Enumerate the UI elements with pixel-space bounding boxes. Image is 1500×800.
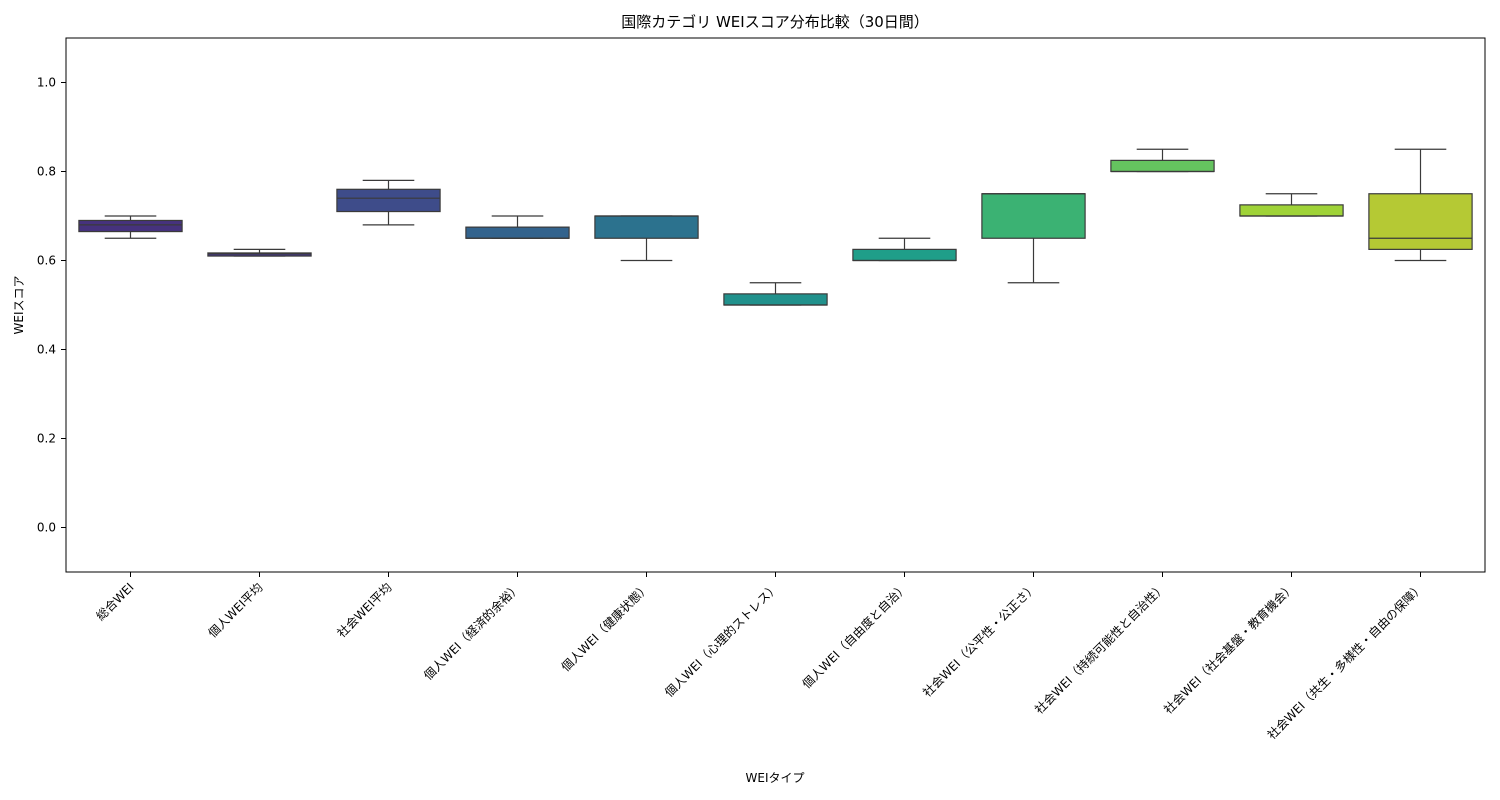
y-tick-label: 1.0 [37,76,56,90]
x-tick-label: 総合WEI [93,580,137,624]
x-tick-label: 社会WEI（持続可能性と自治性） [1031,580,1168,717]
box-group [594,215,699,262]
box-group [465,215,570,239]
box-iqr [594,215,699,239]
y-axis-label: WEIスコア [12,276,26,335]
box-iqr [207,252,312,257]
box-iqr [1368,193,1473,250]
x-tick-label: 個人WEI平均 [206,580,266,640]
box-group [1368,148,1473,262]
y-tick-label: 0.0 [37,521,56,535]
box-iqr [723,293,828,306]
box-group [207,248,312,257]
x-tick-label: 個人WEI（経済的余裕） [420,580,523,683]
box-group [852,237,957,262]
x-tick-label: 個人WEI（自由度と自治） [799,580,911,692]
x-axis: 総合WEI 個人WEI平均 社会WEI平均 個人WEI（経済的余裕） 個人WEI（健康状… [93,572,1427,742]
box-group [336,179,441,226]
plot-area [65,37,1486,573]
box-iqr [981,193,1086,239]
x-tick-label: 社会WEI（共生・多様性・自由の保障） [1264,580,1427,743]
y-tick-label: 0.6 [37,254,56,268]
x-tick-label: 社会WEI平均 [334,580,395,641]
box-iqr [1110,159,1215,173]
box-group [1239,193,1344,217]
x-tick-label: 社会WEI（社会基盤・教育機会） [1160,580,1297,717]
box-iqr [852,248,957,262]
y-tick-label: 0.8 [37,165,56,179]
x-tick-label: 個人WEI（健康状態） [558,580,653,675]
y-axis: 0.0 0.2 0.4 0.6 0.8 1.0 [37,76,66,535]
box-iqr [336,188,441,213]
box-group [723,282,828,306]
box-iqr [465,226,570,239]
y-tick-label: 0.2 [37,432,56,446]
x-tick-label: 個人WEI（心理的ストレス） [661,580,781,700]
y-tick-label: 0.4 [37,343,56,357]
box-iqr [1239,204,1344,217]
box-group [78,215,183,239]
x-tick-label: 社会WEI（公平性・公正さ） [919,580,1039,700]
chart-title: 国際カテゴリ WEIスコア分布比較（30日間） [621,13,929,31]
box-iqr [78,219,183,233]
x-axis-label: WEIタイプ [746,771,805,785]
box-group [981,193,1086,284]
box-group [1110,148,1215,173]
